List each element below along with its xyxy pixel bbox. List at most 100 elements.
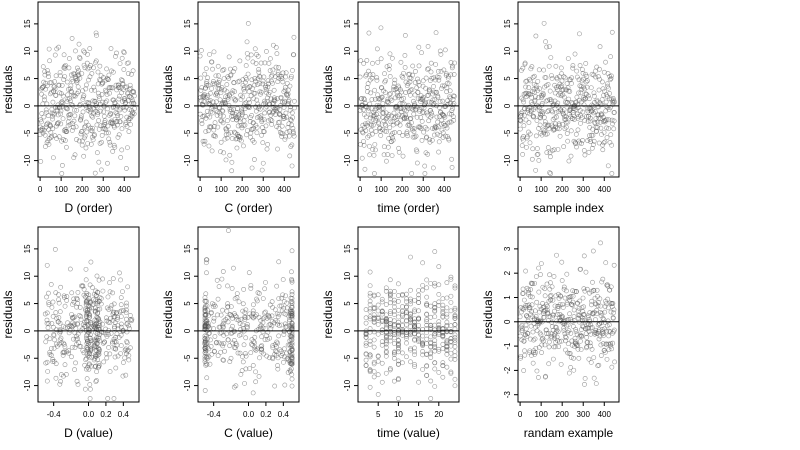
data-point <box>531 86 537 92</box>
data-point <box>422 171 428 176</box>
data-point <box>367 368 373 373</box>
data-point <box>374 77 380 83</box>
data-point <box>571 307 577 313</box>
data-point <box>368 112 374 118</box>
data-point <box>606 322 612 328</box>
data-point <box>81 48 86 54</box>
data-point <box>289 110 295 116</box>
data-point <box>106 307 112 312</box>
data-point <box>359 96 364 102</box>
data-point <box>253 369 258 375</box>
data-point <box>203 66 209 72</box>
data-point <box>597 44 603 50</box>
data-point <box>119 126 125 132</box>
data-point <box>520 151 526 157</box>
data-point <box>110 311 116 317</box>
data-point <box>87 396 93 401</box>
data-point <box>448 72 454 78</box>
data-point <box>383 78 388 84</box>
data-point <box>221 341 227 346</box>
data-point <box>95 300 101 306</box>
data-point <box>543 373 548 379</box>
data-point <box>363 320 369 326</box>
data-point <box>564 81 570 86</box>
data-point <box>436 264 442 270</box>
data-point <box>362 121 368 127</box>
data-point <box>62 294 67 300</box>
data-point <box>111 346 117 351</box>
data-point <box>284 305 290 311</box>
data-point <box>608 340 613 346</box>
data-point <box>412 309 417 315</box>
data-point <box>250 390 256 396</box>
data-point <box>270 305 276 310</box>
data-point <box>445 75 451 81</box>
data-point <box>232 345 237 350</box>
data-point <box>267 68 273 74</box>
data-point <box>90 125 95 131</box>
data-point <box>448 350 454 356</box>
data-point <box>256 374 262 379</box>
data-point <box>289 296 295 301</box>
data-point <box>578 84 584 89</box>
data-point <box>381 144 387 150</box>
data-point <box>442 114 448 120</box>
data-point <box>261 129 267 135</box>
data-point <box>424 373 430 379</box>
data-point <box>387 309 393 314</box>
data-point <box>94 331 100 337</box>
data-point <box>56 120 61 126</box>
data-point <box>229 285 235 291</box>
data-point <box>88 141 94 147</box>
data-point <box>391 297 397 303</box>
y-axis-label: residuals <box>1 65 15 113</box>
data-point <box>216 340 222 346</box>
data-point <box>289 289 295 295</box>
x-tick-label: 100 <box>214 185 228 194</box>
data-point <box>47 336 53 342</box>
data-point <box>84 292 90 298</box>
data-point <box>557 302 563 307</box>
data-point <box>550 102 556 108</box>
data-point <box>276 259 282 265</box>
data-point <box>278 94 284 100</box>
data-point <box>425 66 430 72</box>
data-point <box>557 314 563 320</box>
data-point <box>542 342 548 348</box>
data-point <box>70 102 76 108</box>
data-point <box>220 324 226 329</box>
data-point <box>220 67 226 73</box>
data-point <box>284 114 289 120</box>
data-point <box>428 69 434 75</box>
data-point <box>529 64 535 70</box>
data-point <box>579 318 585 324</box>
data-point <box>428 339 434 345</box>
data-point <box>428 355 434 360</box>
data-point <box>131 93 137 99</box>
data-point <box>416 379 421 385</box>
data-point <box>588 139 593 145</box>
data-point <box>259 346 265 352</box>
data-point <box>434 89 440 95</box>
data-point <box>52 246 58 252</box>
data-point <box>69 89 75 95</box>
data-point <box>84 129 90 135</box>
data-point <box>383 370 389 376</box>
data-point <box>431 84 436 89</box>
data-point <box>375 92 380 98</box>
data-point <box>427 87 433 93</box>
data-point <box>444 305 450 311</box>
data-point <box>448 339 454 345</box>
data-point <box>555 87 560 92</box>
data-point <box>416 308 421 314</box>
data-point <box>118 314 124 320</box>
data-point <box>267 355 272 361</box>
x-tick-label: 400 <box>598 410 612 419</box>
data-point <box>446 81 452 87</box>
data-point <box>373 115 379 121</box>
data-point <box>550 117 556 122</box>
data-point <box>409 87 415 93</box>
data-point <box>440 306 446 312</box>
data-point <box>565 119 571 125</box>
data-point <box>246 104 251 110</box>
